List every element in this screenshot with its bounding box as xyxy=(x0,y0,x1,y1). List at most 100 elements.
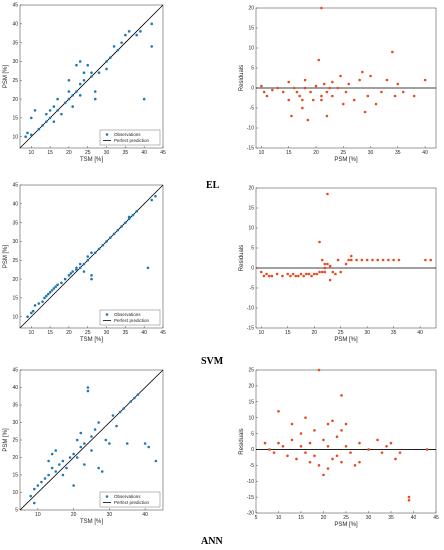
residual-point xyxy=(331,457,334,461)
residual-point xyxy=(291,272,295,276)
observation-point xyxy=(78,94,82,97)
residual-point xyxy=(331,80,334,84)
x-tick-label: 35 xyxy=(395,150,401,156)
observation-point xyxy=(127,215,131,219)
observation-point xyxy=(93,251,97,255)
observation-point xyxy=(90,251,93,255)
x-tick-label: 20 xyxy=(66,330,72,336)
x-tick-label: 20 xyxy=(71,512,77,518)
observation-point xyxy=(56,283,59,287)
residual-point xyxy=(287,80,291,84)
residual-point xyxy=(353,464,357,467)
observation-point xyxy=(68,456,72,459)
residual-point xyxy=(335,435,339,439)
y-tick-label: 10 xyxy=(12,490,18,496)
y-tick-label: 5 xyxy=(251,246,254,252)
legend-box xyxy=(99,129,161,146)
residual-point xyxy=(407,495,411,499)
y-tick-label: 15 xyxy=(248,26,254,32)
residual-point xyxy=(304,272,308,276)
y-tick-label: 45 xyxy=(12,3,18,9)
residual-point xyxy=(331,270,335,274)
residual-point xyxy=(340,394,343,397)
residual-point xyxy=(317,464,321,467)
residual-point xyxy=(276,86,280,90)
x-tick-label: 30 xyxy=(104,150,110,156)
observation-point xyxy=(54,285,58,288)
y-tick-label: -15 xyxy=(247,495,254,501)
observation-point xyxy=(133,396,136,400)
residual-point xyxy=(336,258,340,262)
residual-point xyxy=(339,74,342,78)
legend-perfect-prediction-label: Perfect prediction xyxy=(114,138,150,143)
x-tick-label: 20 xyxy=(311,330,317,336)
observation-point xyxy=(71,94,74,97)
y-tick-label: -15 xyxy=(247,146,254,152)
observation-point xyxy=(116,48,120,52)
residual-point xyxy=(275,272,279,276)
observation-point xyxy=(90,449,93,452)
residual-point xyxy=(394,457,397,461)
perfect-prediction-line xyxy=(19,369,164,511)
legend-box xyxy=(99,491,161,508)
y-tick-label: 40 xyxy=(12,385,18,391)
observation-point xyxy=(50,452,54,456)
residual-point xyxy=(299,432,303,435)
observation-point xyxy=(67,78,71,82)
residual-point xyxy=(318,240,321,244)
observation-point xyxy=(150,45,154,48)
x-tick-label: 10 xyxy=(276,515,282,521)
observation-point xyxy=(122,407,125,410)
x-tick-label: 40 xyxy=(141,330,147,336)
x-axis-label: PSM [%] xyxy=(334,157,358,163)
x-axis-label: PSM [%] xyxy=(334,522,358,528)
legend-observations-label: Observations xyxy=(114,132,141,137)
residual-point xyxy=(325,90,329,94)
x-tick-label: 30 xyxy=(104,330,110,336)
observation-point xyxy=(97,71,101,75)
legend-observations-label: Observations xyxy=(114,312,141,317)
y-tick-label: 25 xyxy=(12,438,18,444)
observation-point xyxy=(29,133,33,137)
residual-point xyxy=(336,86,340,90)
observation-point xyxy=(61,473,65,477)
y-tick-label: -5 xyxy=(250,463,255,469)
y-tick-label: 35 xyxy=(12,220,18,226)
x-tick-label: 10 xyxy=(259,150,265,156)
residual-point xyxy=(281,274,284,278)
y-tick-label: 5 xyxy=(15,508,18,514)
observation-point xyxy=(105,60,108,63)
observation-point xyxy=(120,225,123,228)
residual-point xyxy=(326,467,330,470)
observation-point xyxy=(75,438,79,442)
y-tick-label: 45 xyxy=(12,183,18,189)
residual-point xyxy=(328,86,331,90)
observation-point xyxy=(45,112,48,116)
x-tick-label: 20 xyxy=(321,515,327,521)
residual-point xyxy=(331,94,334,98)
observation-point xyxy=(31,309,35,313)
y-tick-label: 15 xyxy=(248,206,254,212)
y-tick-label: -5 xyxy=(250,106,255,112)
residual-point xyxy=(281,90,285,94)
residual-point xyxy=(295,90,299,94)
observation-point xyxy=(26,131,29,135)
x-tick-label: 35 xyxy=(123,330,129,336)
x-tick-label: 35 xyxy=(123,150,129,156)
residual-point xyxy=(306,118,310,122)
observation-point xyxy=(26,315,29,319)
observation-point xyxy=(36,484,40,487)
residual-point xyxy=(424,258,427,262)
observation-point xyxy=(33,501,36,505)
observation-point xyxy=(63,101,67,105)
residual-point xyxy=(317,58,321,62)
perfect-prediction-line xyxy=(19,184,164,329)
observation-point xyxy=(37,302,41,305)
observation-point xyxy=(50,466,54,470)
observation-point xyxy=(97,466,100,470)
x-tick-label: 35 xyxy=(388,515,394,521)
observation-point xyxy=(60,112,63,116)
residual-point xyxy=(361,70,364,74)
observation-point xyxy=(82,71,86,75)
